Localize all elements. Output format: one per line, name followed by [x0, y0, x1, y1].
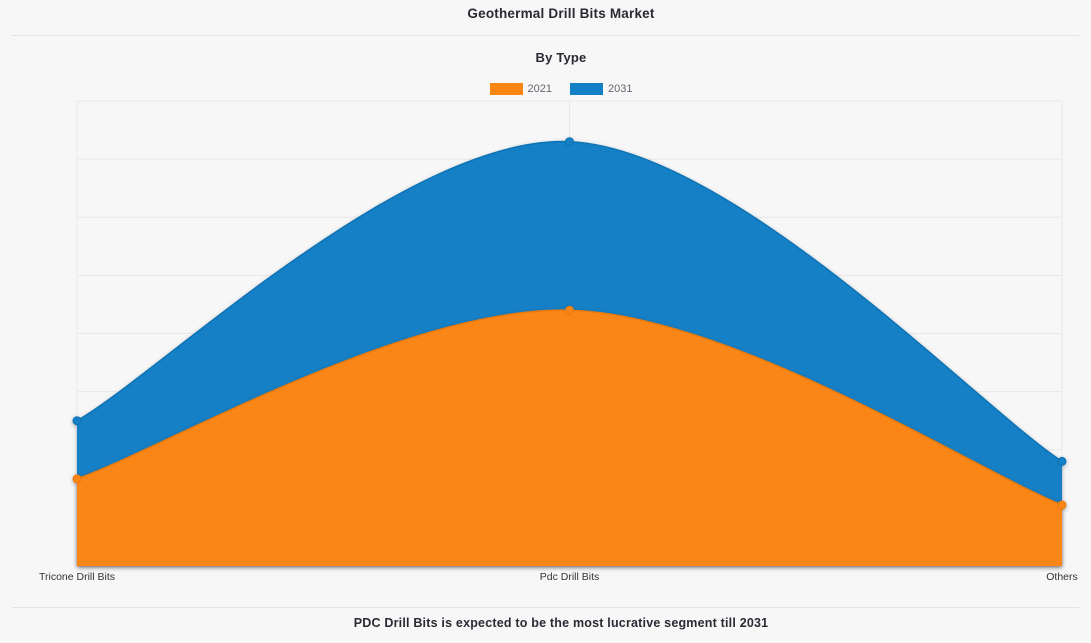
data-point-2021-Pdc Drill Bits: [565, 305, 574, 315]
gridlines: [76, 100, 1063, 567]
series-2031-line: [76, 140, 1063, 463]
series-2021-line: [76, 309, 1063, 506]
chart-legend: 2021 2031: [31, 83, 1091, 95]
series-2031-area: [77, 141, 1062, 566]
x-axis-label-Tricone Drill Bits: Tricone Drill Bits: [38, 571, 116, 583]
series-2021: [72, 305, 1067, 566]
data-point-2021-Tricone Drill Bits: [72, 474, 82, 484]
series-2031: [72, 137, 1067, 566]
chart-footnote: PDC Drill Bits is expected to be the mos…: [353, 616, 769, 630]
legend-label: 2021: [527, 83, 552, 95]
legend-swatch-icon: [570, 83, 603, 95]
bottom-divider: [12, 607, 1079, 608]
top-divider: [12, 35, 1079, 36]
legend-item-2021[interactable]: 2021: [489, 83, 552, 95]
data-point-2021-Others: [1057, 500, 1067, 510]
x-axis-label-Others: Others: [1046, 571, 1078, 583]
page-title: Geothermal Drill Bits Market: [467, 6, 655, 21]
data-point-2031-Others: [1057, 456, 1067, 466]
series-areas: [72, 137, 1067, 566]
data-point-2031-Pdc Drill Bits: [565, 137, 574, 147]
series-2021-area: [77, 310, 1062, 566]
chart-subtitle: By Type: [535, 50, 587, 65]
data-point-2031-Tricone Drill Bits: [72, 416, 82, 426]
legend-swatch-icon: [489, 83, 523, 95]
legend-item-2031[interactable]: 2031: [570, 83, 632, 95]
legend-label: 2031: [608, 83, 633, 95]
x-axis-label-Pdc Drill Bits: Pdc Drill Bits: [539, 571, 600, 583]
